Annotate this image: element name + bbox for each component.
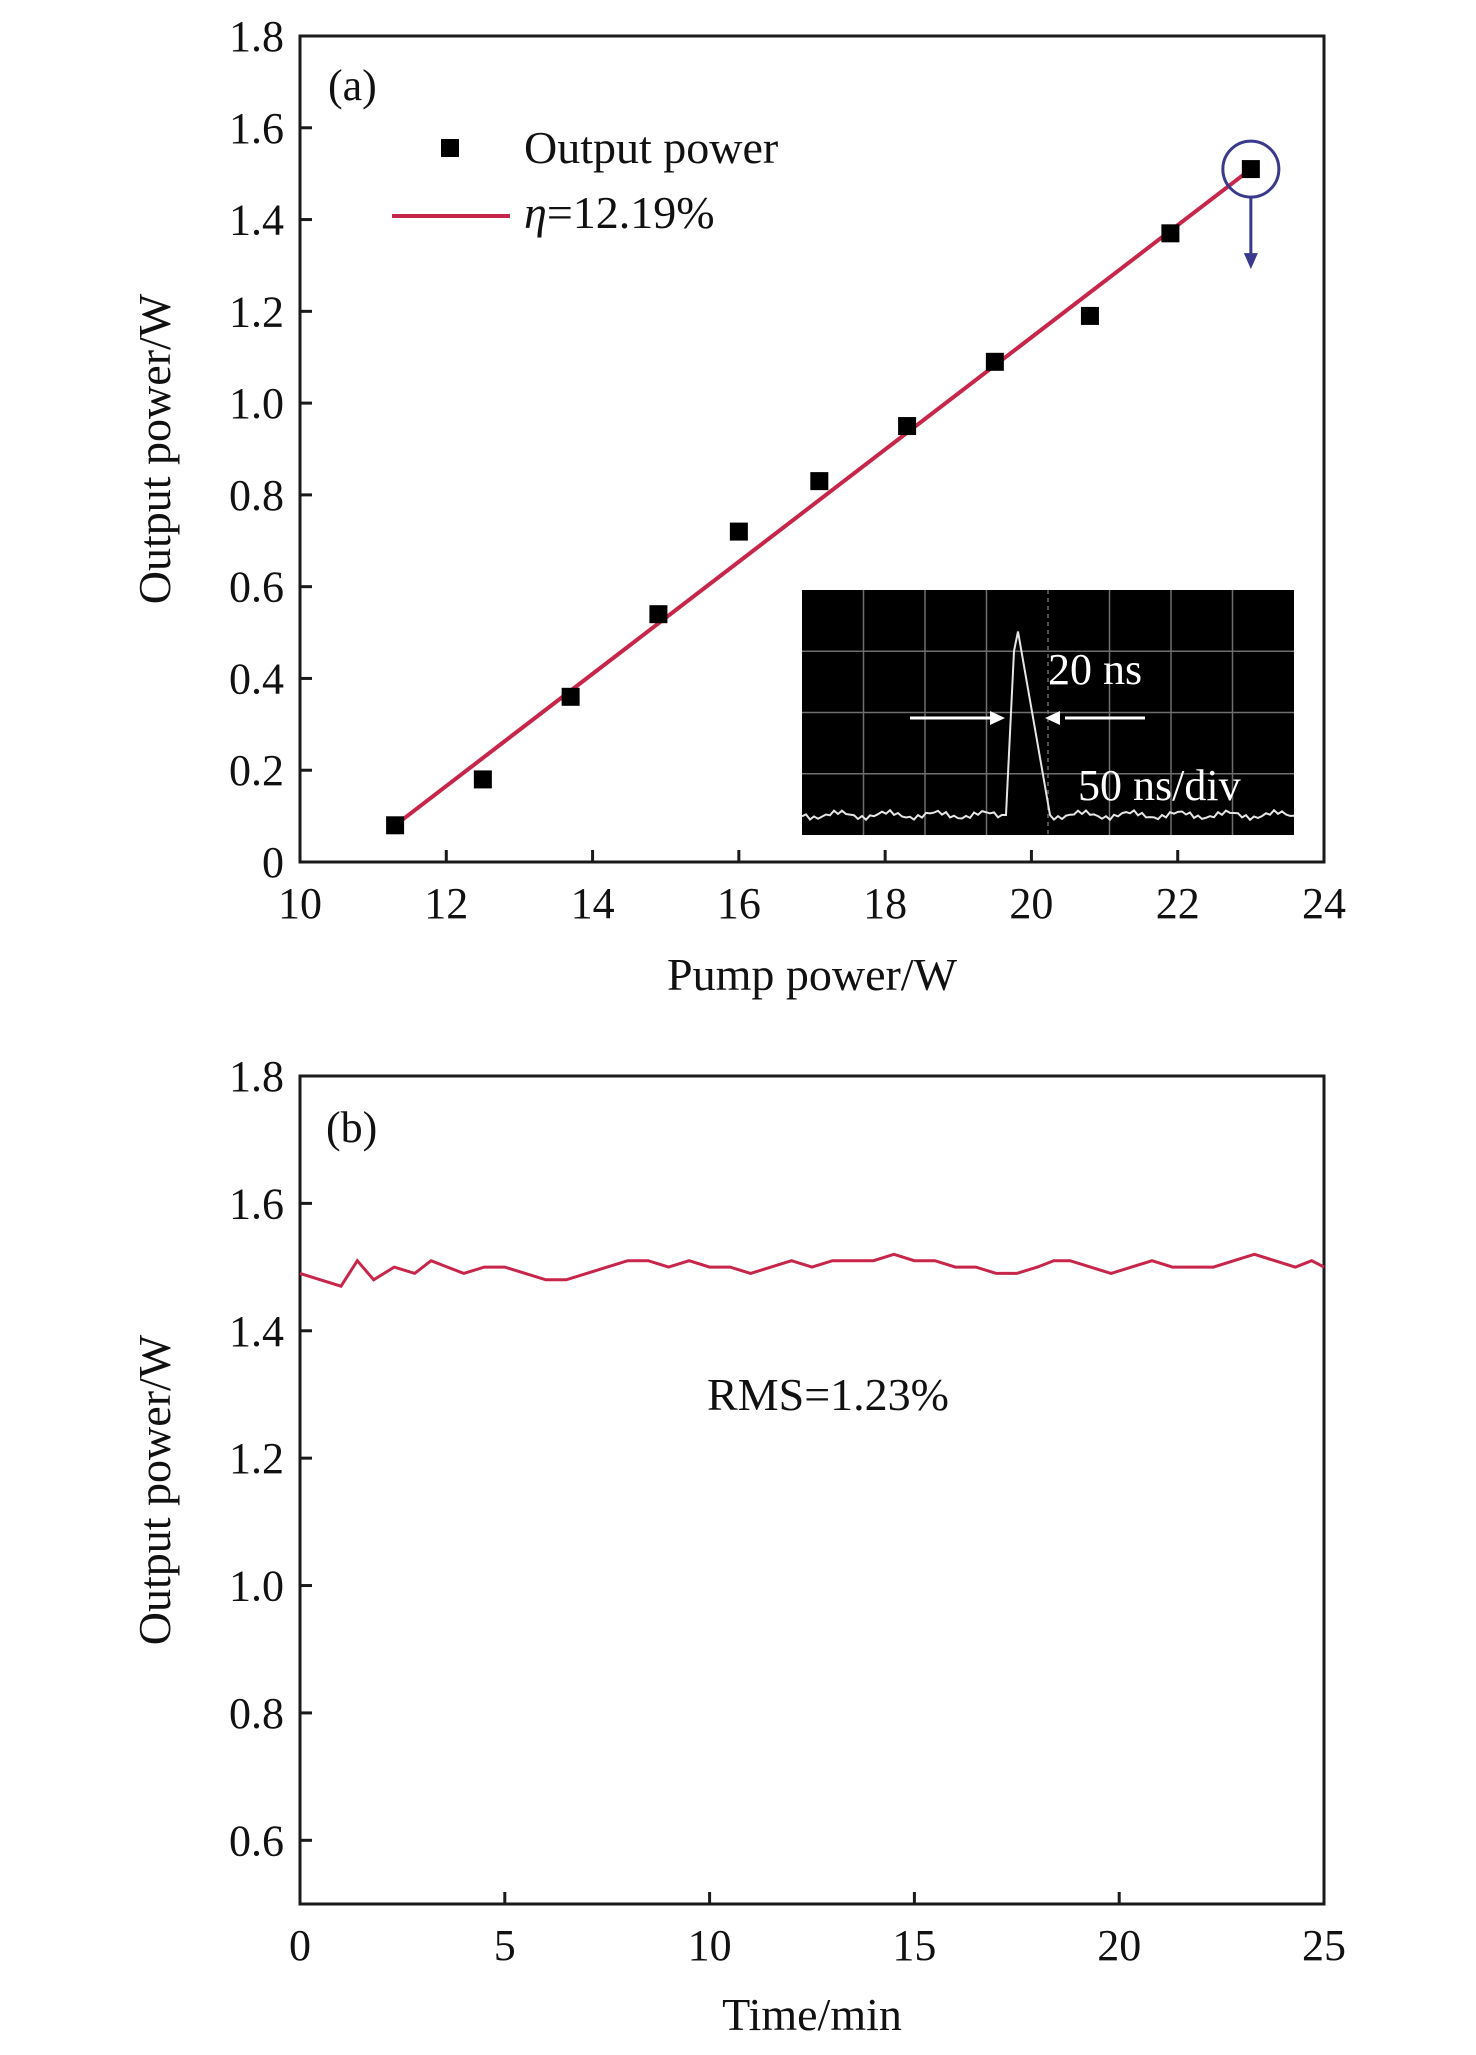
inset-oscilloscope: 20 ns 50 ns/div (801, 590, 1295, 835)
inset-left-arrowhead (990, 711, 1005, 725)
panel-a-ytick-label: 0.6 (229, 563, 284, 612)
panel-b-ytick-label: 1.0 (229, 1562, 284, 1611)
panel-a-chart: (a) Output power η=12.19% 20 ns 50 ns/di… (129, 12, 1346, 1000)
panel-b-xtick-label: 20 (1097, 1921, 1141, 1970)
panel-a-xtick-label: 20 (1009, 879, 1053, 928)
panel-a-xtick-label: 24 (1302, 879, 1346, 928)
data-point (898, 417, 917, 436)
panel-b-plot-frame (298, 1074, 1326, 1906)
data-point (1161, 224, 1180, 243)
panel-a-ticks: 10 12 14 16 18 20 22 24 0 0.2 0.4 0.6 0.8 1.0 1.2 1.4 1.… (229, 12, 1346, 928)
panel-a-marks (386, 139, 1281, 835)
panel-a-xlabel: Pump power/W (667, 949, 958, 1000)
panel-a-xtick-label: 12 (424, 879, 468, 928)
panel-a-ytick-label: 0 (262, 838, 284, 887)
panel-b-ytick-label: 1.2 (229, 1434, 284, 1483)
panel-a-xtick-label: 22 (1156, 879, 1200, 928)
panel-b-ylabel: Output power/W (129, 1334, 180, 1645)
data-point (473, 770, 492, 789)
legend-label-fit: η=12.19% (524, 187, 715, 238)
data-point (729, 522, 748, 541)
panel-b-xtick-label: 10 (688, 1921, 732, 1970)
panel-b-xtick-label: 15 (892, 1921, 936, 1970)
panel-a-ytick-label: 1.0 (229, 379, 284, 428)
panel-a-ytick-label: 1.4 (229, 196, 284, 245)
data-point (1241, 160, 1260, 179)
panel-a-ytick-label: 1.8 (229, 12, 284, 61)
inset-pulse-trace (801, 631, 1295, 822)
panel-b-ytick-label: 0.6 (229, 1816, 284, 1865)
data-point (985, 352, 1004, 371)
panel-b-ytick-label: 0.8 (229, 1689, 284, 1738)
panel-a-xtick-label: 14 (571, 879, 615, 928)
legend-marker-output-power (441, 139, 459, 157)
panel-a-xtick-label: 18 (863, 879, 907, 928)
power-stability-line (299, 1252, 1325, 1288)
panel-a-xtick-label: 16 (717, 879, 761, 928)
panel-b-ytick-label: 1.4 (229, 1307, 284, 1356)
legend-label-output-power: Output power (524, 122, 778, 173)
panel-a-ytick-label: 0.8 (229, 471, 284, 520)
inset-grid (802, 590, 1294, 835)
panel-b-xlabel: Time/min (722, 1989, 902, 2040)
panel-b-marks (299, 1252, 1325, 1288)
panel-b-ytick-label: 1.6 (229, 1179, 284, 1228)
panel-a-label: (a) (328, 61, 377, 110)
panel-a-ytick-label: 0.4 (229, 654, 284, 703)
fit-line (393, 167, 1253, 827)
data-point (561, 687, 580, 706)
panel-b-label: (b) (326, 1103, 377, 1152)
data-point (649, 605, 668, 624)
inset-right-arrowhead (1045, 711, 1060, 725)
panel-b-xtick-label: 25 (1302, 1921, 1346, 1970)
panel-b-xtick-label: 0 (289, 1921, 311, 1970)
highlight-arrowhead (1243, 253, 1258, 270)
panel-a-ytick-label: 0.2 (229, 746, 284, 795)
panel-b-xtick-label: 5 (494, 1921, 516, 1970)
data-point (386, 816, 405, 835)
inset-pulse-width-label: 20 ns (1048, 645, 1142, 694)
data-point (1080, 306, 1099, 325)
panel-a-ytick-label: 1.6 (229, 104, 284, 153)
data-point (810, 472, 829, 491)
inset-timebase-label: 50 ns/div (1078, 761, 1241, 810)
panel-a-xtick-label: 10 (278, 879, 322, 928)
panel-b-ticks: 0 5 10 15 20 25 0.6 0.8 1.0 1.2 1.4 1.6 1.8 (229, 1052, 1346, 1970)
panel-b-annotation: RMS=1.23% (707, 1369, 949, 1420)
panel-b-chart: (b) RMS=1.23% 0 5 10 15 20 25 0.6 0.8 1.0 1.2 1.4 1… (129, 1052, 1346, 2040)
panel-a-ylabel: Output power/W (129, 293, 180, 604)
panel-a-ytick-label: 1.2 (229, 287, 284, 336)
panel-b-ytick-label: 1.8 (229, 1052, 284, 1101)
